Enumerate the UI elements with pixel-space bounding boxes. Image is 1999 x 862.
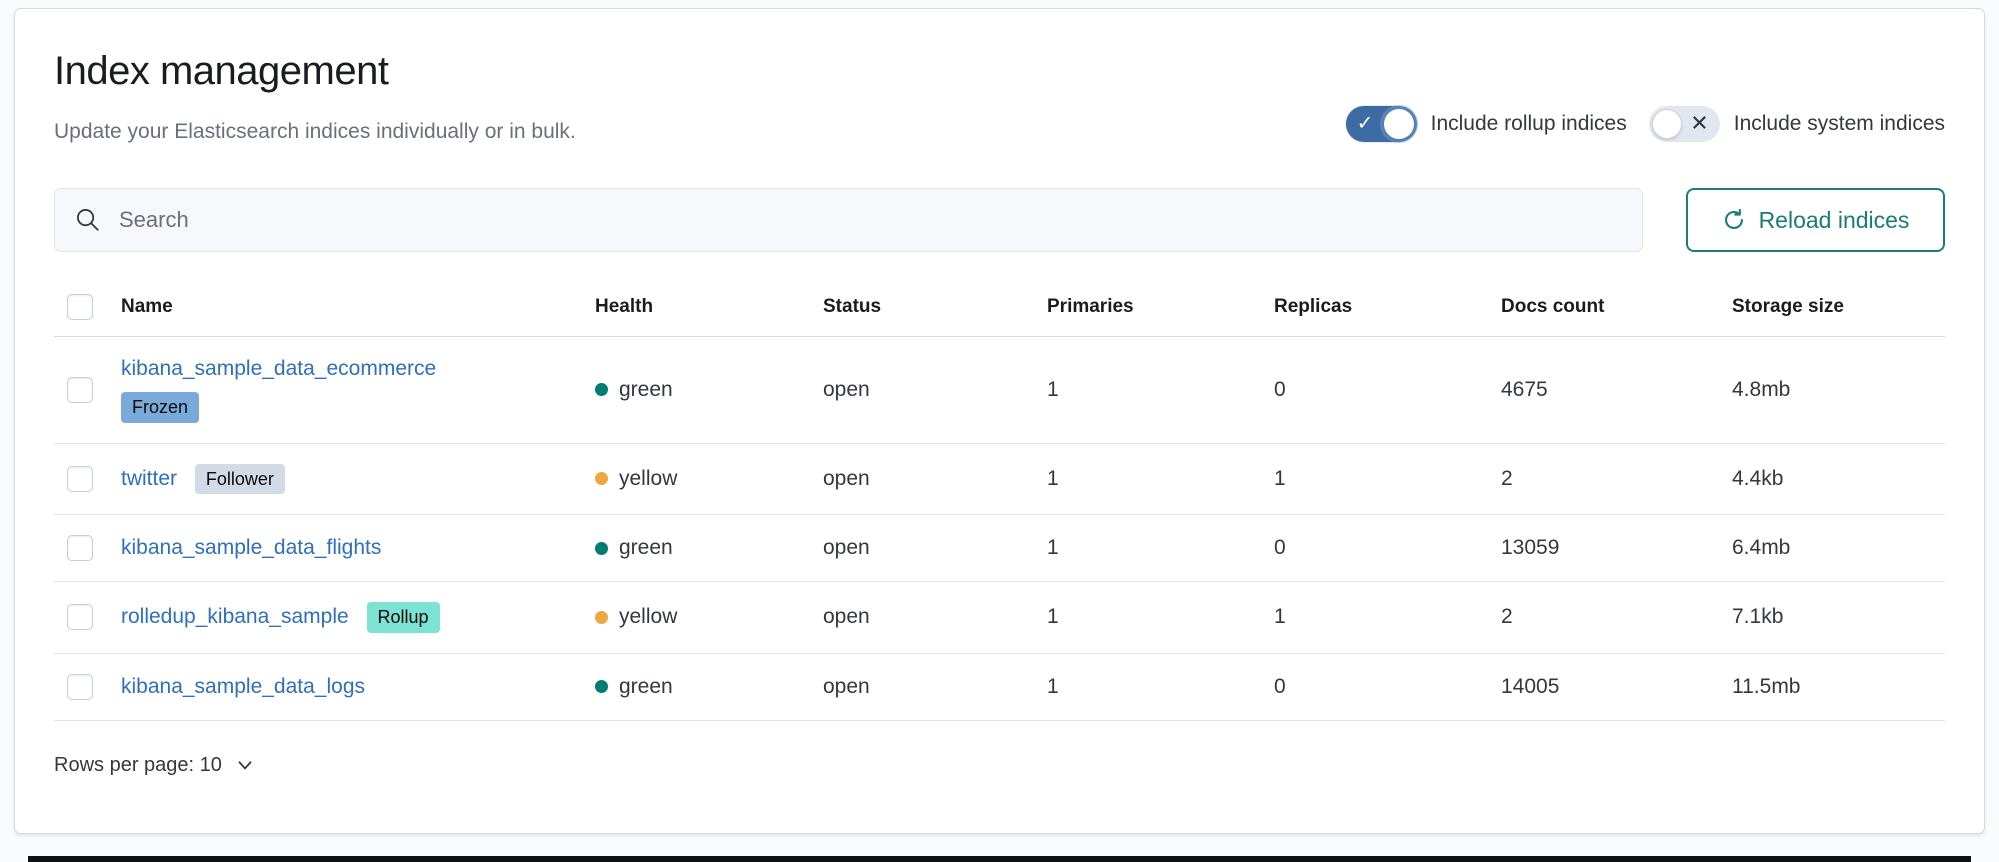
chevron-down-icon	[238, 761, 252, 770]
window-bottom-edge	[28, 856, 1971, 862]
page-title: Index management	[54, 49, 389, 93]
health-dot-yellow	[595, 472, 608, 486]
rollup-toggle-group: ✓ Include rollup indices	[1345, 106, 1627, 142]
storage-size-cell: 7.1kb	[1732, 581, 1945, 654]
index-name-link[interactable]: twitter	[121, 466, 178, 490]
health-dot-green	[595, 541, 608, 555]
cross-icon: ✕	[1690, 110, 1709, 136]
column-header-replicas: Replicas	[1274, 284, 1501, 337]
primaries-cell: 1	[1047, 581, 1274, 654]
column-header-primaries: Primaries	[1047, 284, 1274, 337]
status-cell: open	[823, 653, 1047, 721]
replicas-cell: 1	[1274, 443, 1501, 515]
search-input[interactable]	[119, 207, 1622, 233]
check-icon: ✓	[1356, 112, 1374, 135]
search-box	[54, 188, 1643, 252]
row-checkbox[interactable]	[67, 673, 93, 700]
primaries-cell: 1	[1047, 443, 1274, 515]
system-toggle-label: Include system indices	[1733, 112, 1945, 135]
storage-size-cell: 4.8mb	[1732, 336, 1945, 444]
storage-size-cell: 6.4mb	[1732, 514, 1945, 582]
index-management-panel: Index management Update your Elasticsear…	[14, 8, 1985, 834]
status-cell: open	[823, 336, 1047, 444]
index-name-link[interactable]: rolledup_kibana_sample	[121, 604, 349, 628]
row-checkbox[interactable]	[67, 535, 93, 561]
toggle-knob	[1383, 109, 1414, 139]
health-dot-yellow	[595, 610, 608, 624]
page-subtitle: Update your Elasticsearch indices indivi…	[54, 120, 576, 143]
replicas-cell: 1	[1274, 581, 1501, 654]
primaries-cell: 1	[1047, 653, 1274, 721]
reload-indices-button[interactable]: Reload indices	[1686, 188, 1945, 252]
search-icon	[77, 209, 99, 231]
refresh-icon	[1724, 208, 1743, 229]
replicas-cell: 0	[1274, 653, 1501, 721]
docs-count-cell: 4675	[1501, 336, 1732, 444]
docs-count-cell: 2	[1501, 581, 1732, 654]
health-dot-green	[595, 383, 608, 397]
row-checkbox[interactable]	[67, 604, 93, 631]
select-all-checkbox[interactable]	[67, 294, 93, 320]
frozen-badge: Frozen	[121, 392, 200, 423]
toggle-controls: ✓ Include rollup indices ✕ Include syste…	[1345, 106, 1945, 144]
health-label: yellow	[619, 466, 678, 490]
column-header-name: Name	[121, 284, 595, 337]
system-toggle-group: ✕ Include system indices	[1648, 106, 1945, 142]
index-name-link[interactable]: kibana_sample_data_ecommerce	[121, 357, 437, 380]
column-header-storage-size: Storage size	[1732, 284, 1945, 337]
index-name-link[interactable]: kibana_sample_data_logs	[121, 674, 366, 698]
search-toolbar: Reload indices	[54, 188, 1945, 252]
follower-badge: Follower	[194, 463, 285, 494]
page-header-text: Index management Update your Elasticsear…	[54, 49, 576, 144]
status-cell: open	[823, 514, 1047, 582]
table-footer: Rows per page: 10	[54, 754, 1945, 777]
column-header-health: Health	[595, 284, 823, 337]
row-checkbox[interactable]	[67, 465, 93, 492]
health-label: green	[619, 377, 673, 401]
row-checkbox[interactable]	[67, 376, 93, 403]
docs-count-cell: 13059	[1501, 514, 1732, 582]
health-label: green	[619, 674, 673, 698]
toggle-knob	[1651, 109, 1682, 139]
health-label: yellow	[619, 605, 678, 629]
replicas-cell: 0	[1274, 336, 1501, 444]
rows-per-page-button[interactable]: Rows per page: 10	[54, 754, 256, 777]
table-row: kibana_sample_data_logs green open 1 0 1…	[54, 653, 1945, 721]
rollup-toggle-label: Include rollup indices	[1430, 112, 1627, 135]
indices-table: Name Health Status Primaries Replicas Do…	[54, 284, 1945, 721]
health-label: green	[619, 536, 673, 559]
rollup-badge: Rollup	[366, 602, 440, 633]
health-dot-green	[595, 680, 608, 693]
include-system-toggle[interactable]: ✕	[1648, 106, 1720, 142]
table-header-row: Name Health Status Primaries Replicas Do…	[54, 284, 1945, 337]
rows-per-page-label: Rows per page: 10	[54, 753, 222, 776]
column-header-status: Status	[823, 284, 1047, 337]
index-name-link[interactable]: kibana_sample_data_flights	[121, 536, 382, 559]
storage-size-cell: 4.4kb	[1732, 443, 1945, 515]
table-row: rolledup_kibana_sample Rollup yellow ope…	[54, 581, 1945, 654]
docs-count-cell: 14005	[1501, 653, 1732, 721]
table-row: kibana_sample_data_ecommerce Frozen gree…	[54, 336, 1945, 444]
table-row: kibana_sample_data_flights green open 1 …	[54, 514, 1945, 582]
primaries-cell: 1	[1047, 336, 1274, 444]
table-row: twitter Follower yellow open 1 1 2 4.4kb	[54, 443, 1945, 515]
include-rollup-toggle[interactable]: ✓	[1345, 106, 1417, 142]
status-cell: open	[823, 581, 1047, 654]
replicas-cell: 0	[1274, 514, 1501, 582]
primaries-cell: 1	[1047, 514, 1274, 582]
status-cell: open	[823, 443, 1047, 515]
column-header-docs-count: Docs count	[1501, 284, 1732, 337]
docs-count-cell: 2	[1501, 443, 1732, 515]
reload-button-label: Reload indices	[1758, 206, 1910, 233]
page-header: Index management Update your Elasticsear…	[54, 49, 1945, 144]
storage-size-cell: 11.5mb	[1732, 653, 1945, 721]
